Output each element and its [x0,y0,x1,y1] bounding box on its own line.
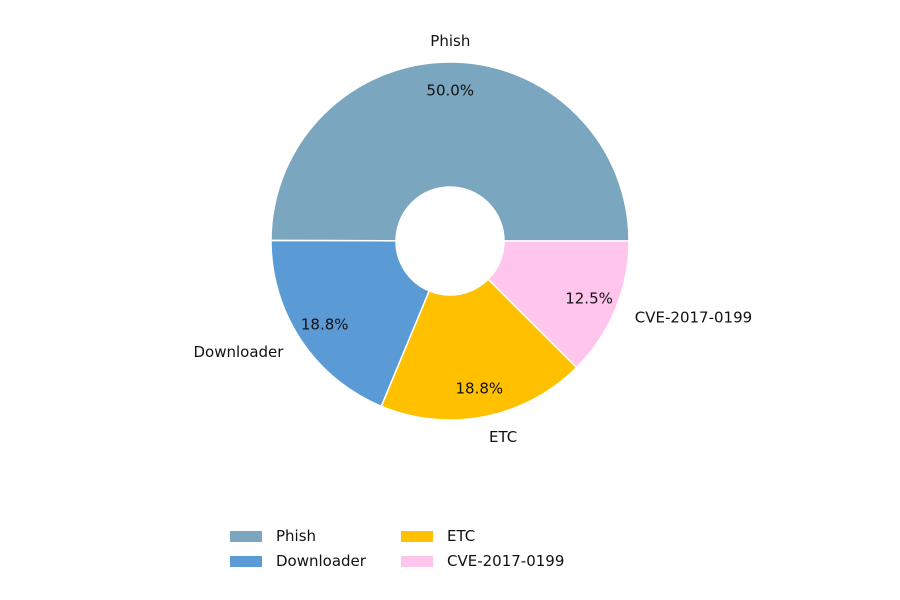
legend-item-phish: Phish [230,527,316,545]
legend-label-phish: Phish [276,527,316,545]
category-label-downloader: Downloader [193,343,284,361]
legend-label-downloader: Downloader [276,552,367,570]
legend-swatch-downloader [230,556,262,567]
percent-label-downloader: 18.8% [301,315,349,333]
legend-swatch-phish [230,531,262,542]
percent-label-group: 50.0% 18.8% 18.8% 12.5% [301,82,613,398]
percent-label-phish: 50.0% [426,82,474,100]
legend: Phish Downloader ETC CVE-2017-0199 [230,527,564,570]
slice-etc [380,278,578,421]
legend-swatch-etc [401,531,433,542]
category-label-cve-2017-0199: CVE-2017-0199 [635,308,752,326]
category-label-etc: ETC [489,428,517,446]
percent-label-cve-2017-0199: 12.5% [565,290,613,308]
legend-label-etc: ETC [447,527,475,545]
category-label-group: Phish Downloader ETC CVE-2017-0199 [193,32,752,446]
category-label-phish: Phish [430,32,470,50]
legend-swatch-cve-2017-0199 [401,556,433,567]
slice-group [270,61,630,421]
legend-label-cve-2017-0199: CVE-2017-0199 [447,552,564,570]
legend-item-downloader: Downloader [230,552,367,570]
percent-label-etc: 18.8% [456,380,504,398]
slice-phish [270,61,630,242]
slice-downloader [270,239,431,408]
slice-cve-2017-0199 [487,240,630,369]
legend-item-etc: ETC [401,527,475,545]
legend-item-cve-2017-0199: CVE-2017-0199 [401,552,564,570]
